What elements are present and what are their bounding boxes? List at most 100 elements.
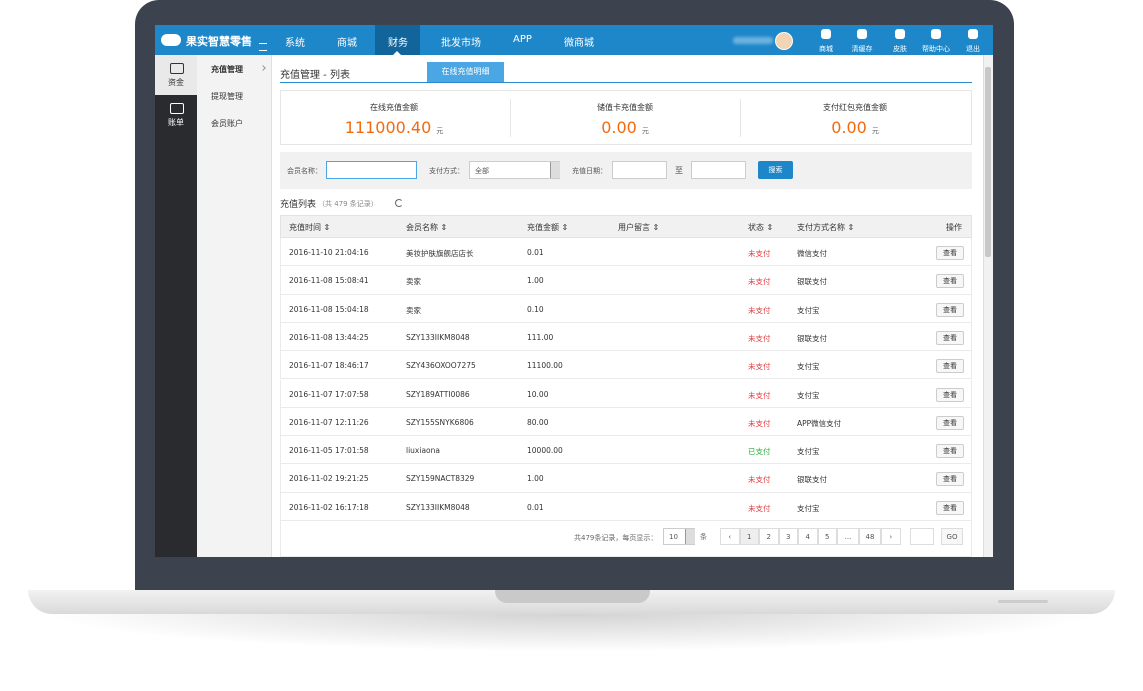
table-row xyxy=(280,294,972,323)
view-button[interactable]: 查看 xyxy=(936,302,964,317)
cell-method: 支付宝 xyxy=(797,362,820,372)
cell-status: 未支付 xyxy=(748,305,771,315)
tab[interactable]: 在线充值明细 xyxy=(427,62,504,82)
cell-time: 2016-11-05 17:01:58 xyxy=(289,446,369,456)
top-icon[interactable] xyxy=(968,29,978,39)
page-button[interactable]: ... xyxy=(837,528,859,545)
top-icon-label[interactable]: 皮肤 xyxy=(893,45,907,53)
page-button[interactable]: 1 xyxy=(739,528,759,545)
column-header[interactable]: 充值时间 ⇕ xyxy=(289,223,331,232)
summary-label: 支付红包充值金额 xyxy=(823,103,887,112)
view-button[interactable]: 查看 xyxy=(936,274,964,289)
select-arrow xyxy=(685,529,695,544)
username xyxy=(733,37,773,44)
page-button[interactable]: 2 xyxy=(759,528,779,545)
scrollbar xyxy=(983,55,993,557)
column-header[interactable]: 会员名称 ⇕ xyxy=(406,223,448,232)
per-page-select[interactable]: 10 xyxy=(663,528,695,545)
table-row xyxy=(280,322,972,352)
date-end[interactable] xyxy=(691,161,746,179)
cell-status: 未支付 xyxy=(748,249,771,258)
column-header[interactable]: 支付方式名称 ⇕ xyxy=(797,223,855,232)
table-header xyxy=(280,215,972,238)
nav-item[interactable]: 微商城 xyxy=(564,38,594,49)
search-button[interactable]: 搜索 xyxy=(758,161,793,179)
nav-item[interactable]: 商城 xyxy=(337,38,357,49)
nav-item[interactable]: 批发市场 xyxy=(441,38,481,49)
sidebar-item[interactable]: 账单 xyxy=(168,118,184,127)
scroll-thumb[interactable] xyxy=(985,67,991,257)
column-header[interactable]: 充值金额 ⇕ xyxy=(527,223,569,232)
top-icon-label[interactable]: 商城 xyxy=(819,45,833,53)
cell-status: 未支付 xyxy=(748,503,771,513)
nav-item[interactable]: 系统 xyxy=(285,38,305,49)
cell-amount: 111.00 xyxy=(527,332,554,342)
top-icon-label[interactable]: 退出 xyxy=(966,45,980,53)
summary-label: 储值卡充值金额 xyxy=(597,103,653,112)
column-header[interactable]: 状态 ⇕ xyxy=(748,223,774,232)
table-row xyxy=(280,238,972,267)
date-start[interactable] xyxy=(612,161,667,179)
submenu xyxy=(197,55,272,557)
top-icon[interactable] xyxy=(931,29,941,39)
cell-member: liuxiaona xyxy=(406,446,440,456)
cell-status: 未支付 xyxy=(748,475,771,485)
cell-time: 2016-11-07 18:46:17 xyxy=(289,361,369,371)
page-button[interactable]: 4 xyxy=(798,528,818,545)
top-icon-label[interactable]: 帮助中心 xyxy=(922,45,950,53)
cell-member: 卖家 xyxy=(406,277,421,287)
nav-item[interactable]: 财务 xyxy=(388,38,408,49)
summary-divider xyxy=(510,99,511,137)
top-icon[interactable] xyxy=(895,29,905,39)
cell-time: 2016-11-10 21:04:16 xyxy=(289,248,369,257)
summary-amount-wrap: 0.00 元 xyxy=(545,118,705,137)
submenu-item[interactable]: 提现管理 xyxy=(211,92,243,101)
cell-time: 2016-11-07 17:07:58 xyxy=(289,389,369,399)
column-header[interactable]: 用户留言 ⇕ xyxy=(618,223,660,232)
pay-select[interactable]: 全部 xyxy=(469,161,560,179)
cell-amount: 10.00 xyxy=(527,389,549,399)
cell-method: 支付宝 xyxy=(797,503,820,513)
page-button[interactable]: 3 xyxy=(778,528,798,545)
view-button[interactable]: 查看 xyxy=(936,330,964,345)
nav-item[interactable]: APP xyxy=(513,34,532,45)
page-button[interactable]: 5 xyxy=(817,528,837,545)
avatar[interactable] xyxy=(775,32,793,50)
go-button[interactable]: GO xyxy=(941,528,963,545)
top-icon[interactable] xyxy=(821,29,831,39)
page-button[interactable]: › xyxy=(881,528,901,545)
cell-status: 已支付 xyxy=(748,447,771,457)
cell-time: 2016-11-08 15:04:18 xyxy=(289,304,369,314)
summary-amount: 0.00 xyxy=(831,118,867,137)
goto-input[interactable] xyxy=(910,528,934,545)
submenu-item[interactable]: 充值管理 xyxy=(211,65,243,74)
view-button[interactable]: 查看 xyxy=(936,387,964,402)
view-button[interactable]: 查看 xyxy=(936,500,964,515)
cell-member: SZY159NACT8329 xyxy=(406,474,475,484)
cell-status: 未支付 xyxy=(748,333,771,343)
view-button[interactable]: 查看 xyxy=(936,444,964,459)
refresh-icon[interactable] xyxy=(395,199,403,207)
list-title: 充值列表 xyxy=(280,200,317,210)
view-button[interactable]: 查看 xyxy=(936,359,964,374)
summary-unit: 元 xyxy=(871,127,879,135)
top-icon[interactable] xyxy=(857,29,867,39)
page-button[interactable]: ‹ xyxy=(720,528,740,545)
member-input[interactable] xyxy=(326,161,417,179)
sidebar-icon[interactable] xyxy=(170,63,184,74)
cell-member: SZY436OXOO7275 xyxy=(406,361,476,371)
sidebar-item[interactable]: 资金 xyxy=(168,78,184,87)
top-icon-label[interactable]: 清缓存 xyxy=(851,45,873,53)
submenu-item[interactable]: 会员账户 xyxy=(211,119,243,128)
summary-amount-wrap: 0.00 元 xyxy=(775,118,935,137)
view-button[interactable]: 查看 xyxy=(936,472,964,487)
view-button[interactable]: 查看 xyxy=(936,246,964,260)
view-button[interactable]: 查看 xyxy=(936,415,964,430)
page-button[interactable]: 48 xyxy=(859,528,881,545)
cell-member: 卖家 xyxy=(406,305,421,315)
table-footer xyxy=(280,521,972,557)
cell-method: 支付宝 xyxy=(797,447,820,457)
top-bar xyxy=(155,25,993,55)
cell-status: 未支付 xyxy=(748,390,771,400)
sidebar-icon[interactable] xyxy=(170,103,184,114)
